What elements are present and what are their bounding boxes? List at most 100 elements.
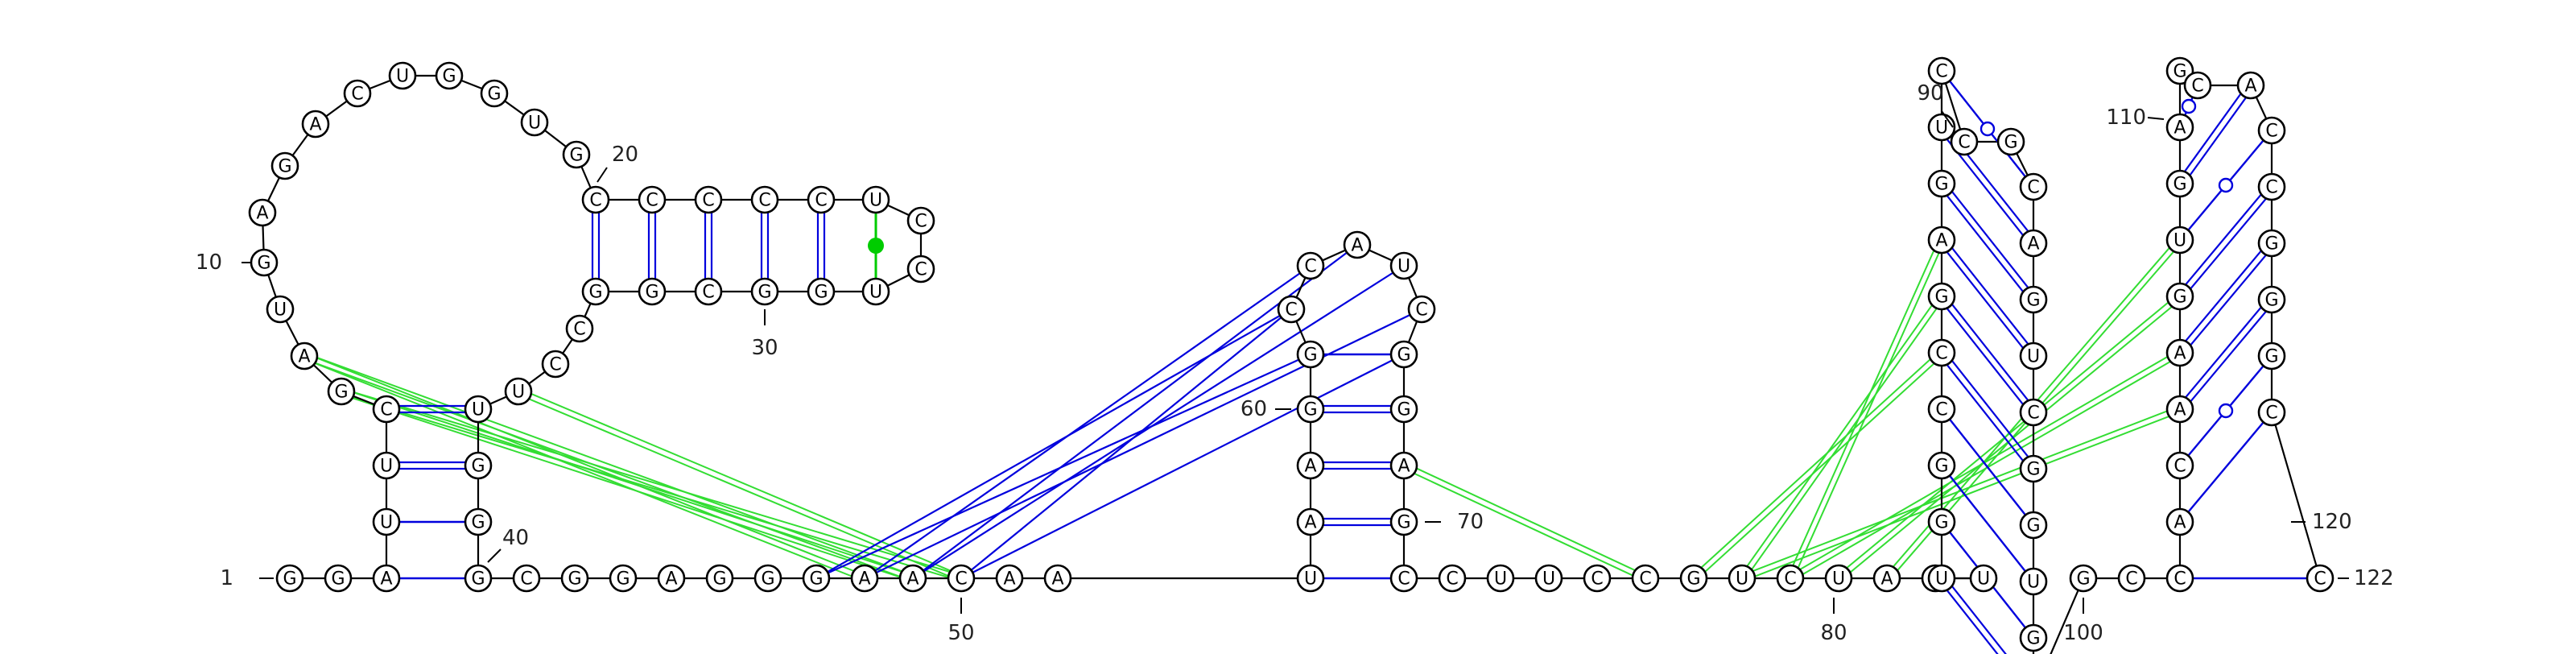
base-pair-line [1951,191,2029,288]
nucleotide: A [301,110,330,139]
nucleotide-circle [609,564,638,593]
nucleotide-circle [2257,285,2286,314]
nucleotide: U [1296,564,1325,593]
nucleotide-letter: C [2174,457,2186,477]
nucleotide-circle [2306,564,2334,593]
tertiary-interaction-line [517,393,961,582]
nucleotide: A [1389,451,1418,480]
gu-pair-marker [1979,121,1996,137]
nucleotide-letter: G [761,569,774,590]
nucleotide: U [388,61,417,90]
position-label: 20 [612,143,638,167]
nucleotide: C [1438,564,1467,593]
nucleotide: U [861,277,890,306]
nucleotide-letter: G [471,457,485,477]
nucleotide: U [266,295,295,324]
nucleotide-letter: C [2125,569,2137,590]
nucleotide-circle [1969,564,1998,593]
nucleotide-circle [1679,564,1708,593]
base-pairs [399,80,2307,654]
nucleotide: G [480,79,509,108]
nucleotide-circle [275,564,304,593]
tertiary-interaction-line [1792,241,1946,580]
nucleotide-letter: G [1686,569,1700,590]
nucleotide-letter: C [702,191,714,211]
nucleotide: C [343,79,372,108]
nucleotide-letter: G [1303,400,1317,420]
nucleotide: U [504,377,533,406]
nucleotide: C [2183,71,2212,100]
nucleotide-circle [1996,127,2025,156]
nucleotide-letter: U [1542,569,1555,590]
tertiary-interaction-line [1690,350,1941,577]
position-label: 50 [947,621,974,645]
nucleotide: C [2257,172,2286,201]
nucleotide: A [248,198,277,227]
nucleotide: A [1872,564,1901,593]
nucleotide-circle [541,350,570,379]
nucleotide: U [520,108,549,137]
nucleotide-circle [694,277,723,306]
nucleotide-letter: C [2265,178,2277,198]
nucleotide: A [2019,229,2048,258]
nucleotide-circle [464,451,493,480]
nucleotide-circle [750,185,779,214]
nucleotide-letter: C [2174,569,2186,590]
nucleotide: C [1927,338,1956,367]
nucleotide-circle [2019,341,2048,370]
nucleotide-letter: A [1304,513,1316,533]
position-label: 90 [1917,81,1943,106]
nucleotide-letter: C [914,260,927,280]
nucleotide: C [372,395,401,424]
nucleotide-circle [372,564,401,593]
nucleotide: A [1043,564,1072,593]
nucleotide-circle [2019,623,2048,652]
nucleotide-letter: U [1304,569,1317,590]
nucleotide-letter: U [1935,118,1948,139]
nucleotide: C [565,314,594,343]
nucleotide-letter: G [814,283,828,303]
nucleotide-circle [2165,507,2194,536]
position-label: 60 [1241,397,1267,421]
nucleotide-letter: C [1935,400,1947,420]
nucleotide-circle [1389,395,1418,424]
nucleotide: C [1583,564,1612,593]
base-pair-line [2185,306,2262,398]
nucleotide-circle [807,185,836,214]
nucleotide: G [2165,282,2194,311]
nucleotide: G [464,564,493,593]
nucleotide-circle [1927,282,1956,311]
nucleotide: C [2019,172,2048,201]
nucleotide-letter: C [955,569,967,590]
nucleotide-circle [705,564,734,593]
nucleotide-letter: C [1591,569,1603,590]
position-tick [597,167,608,183]
nucleotide: G [270,151,299,180]
nucleotide-circle [657,564,686,593]
tertiary-interaction-line [1786,238,1940,577]
nucleotide-circle [560,564,589,593]
nucleotide: G [1996,127,2025,156]
nucleotide-circle [802,564,831,593]
nucleotide-circle [2019,511,2048,540]
tertiary-interaction-line [912,265,1405,579]
nucleotide-letter: C [380,400,392,420]
nucleotide: U [2019,341,2048,370]
nucleotide-letter: U [512,383,525,403]
nucleotide: G [750,277,779,306]
nucleotide-letter: C [1958,133,1970,153]
base-pair-line [1946,364,2024,462]
nucleotide: G [581,277,610,306]
nucleotide-letter: C [573,320,585,340]
nucleotide-letter: U [1977,569,1990,590]
nucleotide-circle [1043,564,1072,593]
nucleotide-circle [861,277,890,306]
nucleotide-letter: A [2174,400,2186,420]
nucleotide-circle [947,564,976,593]
nucleotide-letter: G [2026,291,2040,311]
tertiary-interaction-line [304,352,914,577]
nucleotide-letter: G [1934,288,1948,308]
nucleotide-circle [2165,282,2194,311]
base-pair-line [2185,250,2262,341]
base-pair-line [2190,198,2267,290]
